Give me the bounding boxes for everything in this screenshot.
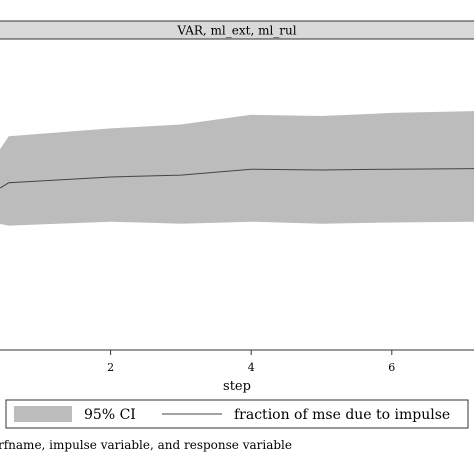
x-axis-label: step [223,379,251,394]
impulse-line-layer [0,168,474,189]
ci-band [0,111,474,226]
legend-label-ci: 95% CI [84,407,136,423]
chart-note: rfname, impulse variable, and response v… [0,438,292,452]
ci-band-layer [0,111,474,226]
legend-label-line: fraction of mse due to impulse [234,407,450,423]
x-axis: 2 4 6 [107,350,395,374]
panel-title: VAR, ml_ext, ml_rul [176,24,296,38]
legend-swatch-ci [14,406,72,422]
impulse-line [0,168,474,189]
legend: 95% CI fraction of mse due to impulse [5,399,469,429]
x-tick-label-4: 4 [248,361,255,374]
legend-box [5,399,469,429]
x-tick-label-2: 2 [107,361,114,374]
x-tick-label-6: 6 [388,361,395,374]
